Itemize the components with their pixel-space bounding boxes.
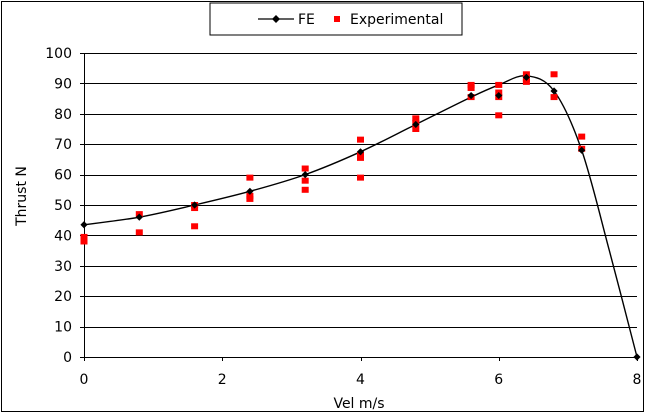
y-tick-label-20: 20 [54,289,72,305]
y-tick-label-90: 90 [54,76,72,92]
experimental-point-30 [550,71,558,78]
y-tick-label-50: 50 [54,198,72,214]
tick-labels: 0 10 20 30 40 50 60 70 80 90 100 0 2 4 6 8 [45,46,641,388]
fe-point-11 [578,146,586,154]
experimental-point-3 [135,229,143,236]
experimental-point-32 [578,133,586,140]
fe-point-0 [80,221,88,229]
experimental-point-19 [412,126,420,132]
fe-point-8 [495,91,503,100]
y-tick-label-80: 80 [54,107,72,123]
experimental-point-17 [412,115,420,122]
fe-point-6 [412,120,420,129]
fe-point-2 [191,201,199,209]
y-tick-label-70: 70 [54,137,72,153]
x-tick-label-2: 2 [218,372,227,388]
experimental-point-9 [246,195,254,202]
legend-fe-label: FE [298,12,315,28]
fe-point-12 [633,353,641,361]
fe-point-7 [467,91,475,100]
fe-point-1 [135,213,143,221]
experimental-point-26 [495,112,503,119]
experimental-point-12 [301,186,309,193]
experimental-point-1 [80,238,88,245]
experimental-point-8 [246,192,254,199]
experimental-point-16 [357,174,364,181]
x-tick-label-4: 4 [356,372,365,388]
experimental-point-6 [191,223,199,230]
x-axis-title: Vel m/s [333,396,384,412]
experimental-point-29 [522,78,530,85]
x-tick-label-8: 8 [633,372,642,388]
y-tick-label-60: 60 [54,168,72,184]
fe-point-9 [522,73,530,81]
experimental-point-23 [495,81,503,88]
experimental-point-31 [550,94,558,101]
fe-point-3 [246,187,254,195]
axes [80,53,638,361]
y-tick-label-30: 30 [54,259,72,275]
experimental-point-7 [246,174,254,181]
x-tick-label-0: 0 [80,372,89,388]
y-tick-label-0: 0 [63,350,72,366]
experimental-point-21 [467,84,475,91]
fe-point-10 [550,87,558,95]
fe-point-4 [301,171,309,179]
experimental-point-10 [301,165,309,172]
x-tick-label-6: 6 [494,372,503,388]
experimental-point-15 [357,154,364,161]
y-tick-label-10: 10 [54,320,72,336]
experimental-point-13 [357,136,364,143]
fe-markers [80,73,641,361]
y-tick-label-40: 40 [54,228,72,244]
y-tick-label-100: 100 [45,46,72,62]
legend-fe-marker [272,15,280,23]
y-axis-title: Thrust N [14,166,30,227]
experimental-point-20 [467,81,475,88]
experimental-point-0 [80,233,88,240]
experimental-point-11 [301,177,309,184]
legend-experimental-label: Experimental [350,12,443,28]
fe-point-5 [356,148,365,156]
legend-experimental-marker [334,16,340,22]
legend: FE Experimental [209,2,463,36]
